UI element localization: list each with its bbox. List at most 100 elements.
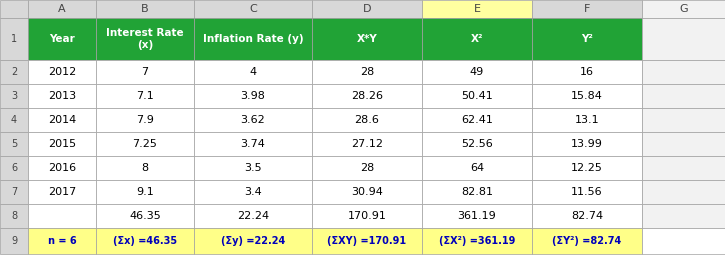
Text: Interest Rate
(x): Interest Rate (x) <box>106 28 184 50</box>
Bar <box>532 180 642 204</box>
Text: 4: 4 <box>249 67 257 77</box>
Text: 64: 64 <box>470 163 484 173</box>
Text: Y²: Y² <box>581 34 593 44</box>
Text: Inflation Rate (y): Inflation Rate (y) <box>203 34 303 44</box>
Bar <box>532 18 642 60</box>
Bar <box>96 204 194 228</box>
Bar <box>96 156 194 180</box>
Text: 52.56: 52.56 <box>461 139 493 149</box>
Text: 4: 4 <box>11 115 17 125</box>
Bar <box>642 228 725 254</box>
Bar <box>28 18 96 60</box>
Bar <box>0 0 28 18</box>
Bar <box>422 228 532 254</box>
Bar <box>422 84 532 108</box>
Bar <box>96 108 194 132</box>
Bar <box>532 108 642 132</box>
Bar <box>642 156 725 180</box>
Text: C: C <box>249 4 257 14</box>
Bar <box>194 204 312 228</box>
Text: n = 6: n = 6 <box>48 236 76 246</box>
Bar <box>642 204 725 228</box>
Bar <box>28 0 96 18</box>
Bar <box>422 108 532 132</box>
Text: 30.94: 30.94 <box>351 187 383 197</box>
Bar <box>532 132 642 156</box>
Text: 16: 16 <box>580 67 594 77</box>
Text: (Σy) =22.24: (Σy) =22.24 <box>221 236 285 246</box>
Bar <box>96 84 194 108</box>
Text: 28: 28 <box>360 163 374 173</box>
Bar <box>0 132 28 156</box>
Bar <box>194 108 312 132</box>
Text: 9.1: 9.1 <box>136 187 154 197</box>
Bar <box>194 60 312 84</box>
Text: 27.12: 27.12 <box>351 139 383 149</box>
Bar <box>532 228 642 254</box>
Text: 82.81: 82.81 <box>461 187 493 197</box>
Bar <box>422 0 532 18</box>
Text: 13.99: 13.99 <box>571 139 603 149</box>
Text: 2: 2 <box>11 67 17 77</box>
Bar <box>312 18 422 60</box>
Bar <box>642 0 725 18</box>
Bar <box>422 132 532 156</box>
Bar <box>194 18 312 60</box>
Text: 28: 28 <box>360 67 374 77</box>
Bar <box>642 132 725 156</box>
Text: Year: Year <box>49 34 75 44</box>
Text: 7: 7 <box>141 67 149 77</box>
Text: 82.74: 82.74 <box>571 211 603 221</box>
Bar <box>642 18 725 60</box>
Bar <box>194 84 312 108</box>
Bar <box>422 180 532 204</box>
Bar <box>642 108 725 132</box>
Bar <box>532 204 642 228</box>
Bar <box>0 108 28 132</box>
Bar <box>28 132 96 156</box>
Bar <box>312 132 422 156</box>
Text: A: A <box>58 4 66 14</box>
Bar <box>312 156 422 180</box>
Bar <box>194 0 312 18</box>
Bar <box>0 156 28 180</box>
Bar <box>0 204 28 228</box>
Bar <box>28 228 96 254</box>
Bar <box>312 180 422 204</box>
Text: 50.41: 50.41 <box>461 91 493 101</box>
Bar <box>642 180 725 204</box>
Bar <box>312 84 422 108</box>
Text: 15.84: 15.84 <box>571 91 603 101</box>
Bar <box>0 18 28 60</box>
Bar <box>28 60 96 84</box>
Bar <box>194 228 312 254</box>
Bar <box>422 18 532 60</box>
Bar <box>312 60 422 84</box>
Text: B: B <box>141 4 149 14</box>
Text: 2012: 2012 <box>48 67 76 77</box>
Bar <box>532 0 642 18</box>
Text: 2017: 2017 <box>48 187 76 197</box>
Text: E: E <box>473 4 481 14</box>
Text: 6: 6 <box>11 163 17 173</box>
Bar <box>532 60 642 84</box>
Text: 3.5: 3.5 <box>244 163 262 173</box>
Text: G: G <box>679 4 688 14</box>
Bar <box>194 180 312 204</box>
Bar <box>96 228 194 254</box>
Text: (ΣXY) =170.91: (ΣXY) =170.91 <box>328 236 407 246</box>
Text: 2014: 2014 <box>48 115 76 125</box>
Text: 2015: 2015 <box>48 139 76 149</box>
Text: 361.19: 361.19 <box>457 211 497 221</box>
Bar <box>642 60 725 84</box>
Bar <box>28 156 96 180</box>
Text: 3.74: 3.74 <box>241 139 265 149</box>
Text: 3: 3 <box>11 91 17 101</box>
Bar <box>96 18 194 60</box>
Text: D: D <box>362 4 371 14</box>
Text: 8: 8 <box>11 211 17 221</box>
Text: 3.62: 3.62 <box>241 115 265 125</box>
Bar <box>0 228 28 254</box>
Text: 5: 5 <box>11 139 17 149</box>
Bar <box>422 204 532 228</box>
